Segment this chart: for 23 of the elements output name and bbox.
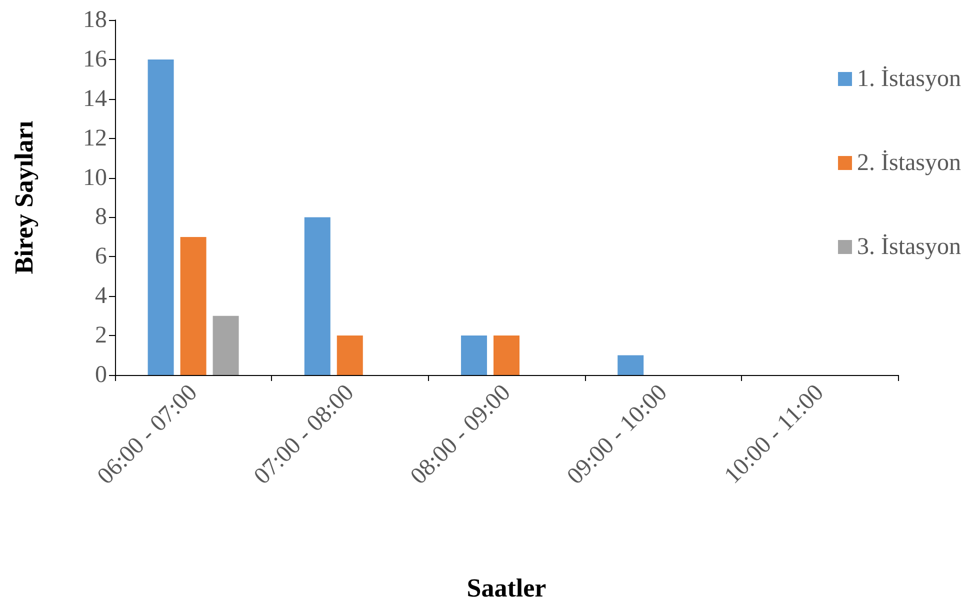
y-tick-label: 10	[83, 164, 107, 191]
bar	[212, 316, 239, 375]
bar	[180, 236, 206, 375]
y-axis-title: Birey Sayıları	[10, 120, 38, 274]
y-tick-label: 6	[95, 244, 107, 270]
bar	[304, 217, 330, 375]
bar	[494, 336, 520, 375]
x-axis-title: Saatler	[466, 574, 546, 602]
bar	[618, 355, 644, 375]
y-tick-label: 16	[83, 46, 107, 72]
y-tick-label: 12	[83, 125, 107, 152]
legend-label: 1. İstasyon	[857, 66, 962, 92]
legend-label: 2. İstasyon	[857, 150, 962, 176]
bar	[461, 336, 487, 375]
y-tick-label: 14	[83, 86, 107, 112]
bar	[148, 59, 174, 375]
bar	[336, 336, 363, 375]
y-tick-label: 8	[95, 204, 107, 230]
y-tick-label: 0	[95, 362, 107, 388]
legend-label: 3. İstasyon	[857, 234, 962, 260]
y-tick-label: 4	[95, 283, 107, 310]
y-tick-label: 2	[95, 322, 107, 349]
y-tick-label: 18	[83, 7, 107, 33]
